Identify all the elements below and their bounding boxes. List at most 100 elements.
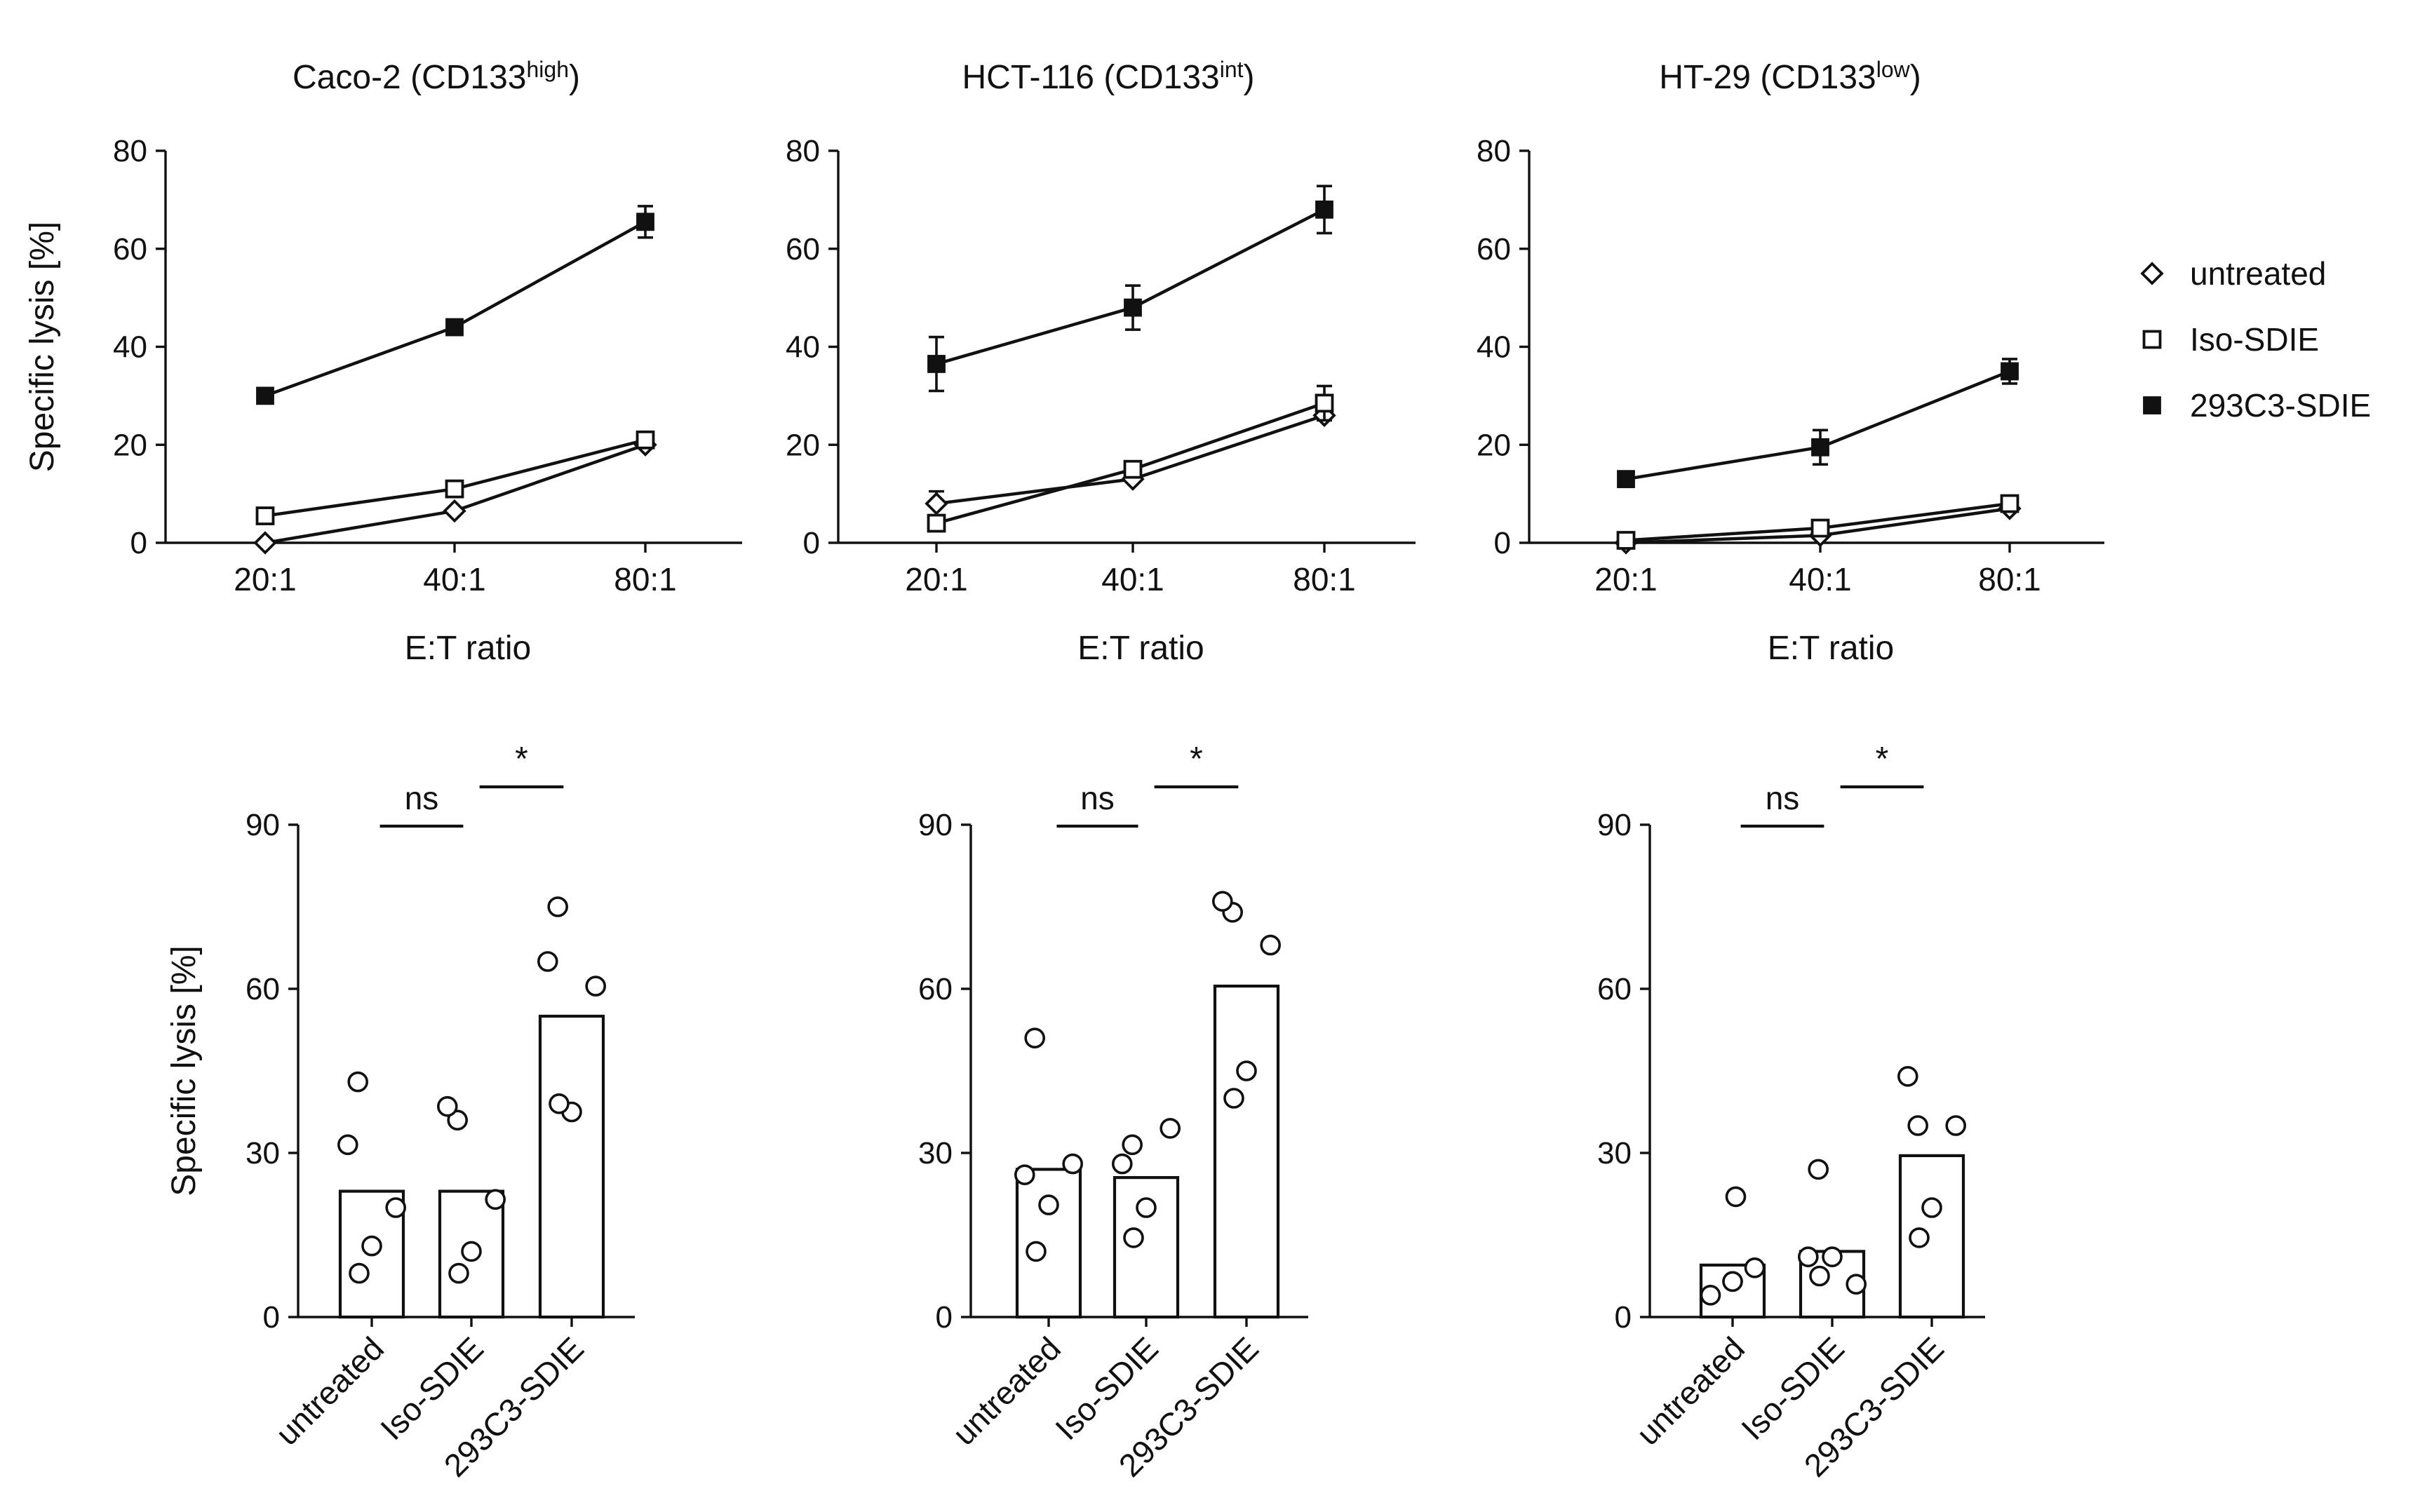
replicate-point <box>1725 1186 1747 1208</box>
replicate-point <box>585 976 607 997</box>
data-point-293c3-sdie <box>1811 438 1829 457</box>
x-axis-label: E:T ratio <box>405 630 532 667</box>
y-tick-label: 60 <box>918 972 953 1006</box>
x-tick-label: 20:1 <box>1594 561 1658 598</box>
legend-marker <box>2142 330 2162 349</box>
x-tick-label: untreated <box>946 1330 1068 1452</box>
replicate-point <box>1700 1285 1721 1306</box>
replicate-point <box>1112 1153 1133 1175</box>
significance-label: * <box>515 741 528 778</box>
y-tick-label: 30 <box>918 1136 953 1170</box>
y-tick-label: 0 <box>130 526 147 560</box>
x-tick-label: 20:1 <box>234 561 297 598</box>
data-point-iso-sdie <box>1123 459 1143 479</box>
chart-title: HT-29 (CD133low) <box>1659 57 1921 96</box>
x-tick-label: 40:1 <box>1101 561 1164 598</box>
bar-293c3-sdie <box>1213 984 1280 1319</box>
replicate-point <box>1822 1246 1843 1267</box>
y-tick-label: 80 <box>1477 134 1511 168</box>
significance-label: ns <box>1766 780 1800 816</box>
x-tick-label: 20:1 <box>905 561 968 598</box>
replicate-point <box>1921 1197 1942 1218</box>
y-tick-label: 40 <box>1477 330 1511 365</box>
data-point-untreated <box>925 492 948 515</box>
replicate-point <box>1744 1257 1766 1278</box>
replicate-point <box>1809 1265 1830 1287</box>
x-tick-label: 40:1 <box>423 561 486 598</box>
data-point-iso-sdie <box>255 506 275 525</box>
replicate-point <box>1160 1118 1181 1139</box>
bar-untreated <box>1015 1168 1082 1319</box>
data-point-untreated <box>443 499 466 523</box>
replicate-point <box>461 1241 482 1262</box>
data-point-293c3-sdie <box>445 318 464 337</box>
replicate-point <box>349 1262 370 1284</box>
significance-label: * <box>1190 741 1203 778</box>
y-tick-label: 0 <box>803 526 820 560</box>
x-tick-label: 80:1 <box>1978 561 2041 598</box>
replicate-point <box>1236 1060 1257 1081</box>
data-point-iso-sdie <box>445 479 464 499</box>
y-tick-label: 60 <box>1597 972 1632 1006</box>
replicate-point <box>1212 891 1233 912</box>
y-tick-label: 90 <box>1597 808 1632 842</box>
replicate-point <box>385 1197 407 1218</box>
replicate-point <box>1945 1115 1966 1136</box>
replicate-point <box>1122 1134 1143 1156</box>
legend-label: 293C3-SDIE <box>2190 387 2371 424</box>
legend-label: untreated <box>2190 255 2326 292</box>
data-point-iso-sdie <box>2000 494 2019 513</box>
data-point-293c3-sdie <box>927 355 946 373</box>
replicate-point <box>361 1235 382 1257</box>
data-point-293c3-sdie <box>1124 298 1142 317</box>
y-axis-label: Specific lysis [%] <box>24 222 61 472</box>
replicate-point <box>537 951 558 972</box>
y-tick-label: 90 <box>918 808 953 842</box>
significance-label: * <box>1876 741 1889 778</box>
replicate-point <box>1038 1194 1059 1215</box>
x-tick-label: 80:1 <box>614 561 677 598</box>
replicate-point <box>1897 1066 1918 1087</box>
y-tick-label: 40 <box>113 330 147 365</box>
data-point-293c3-sdie <box>256 386 274 405</box>
replicate-point <box>1798 1246 1819 1267</box>
data-point-iso-sdie <box>927 513 946 533</box>
data-point-iso-sdie <box>636 430 655 450</box>
replicate-point <box>337 1134 358 1156</box>
y-tick-label: 0 <box>1615 1300 1632 1335</box>
data-point-293c3-sdie <box>1617 470 1635 489</box>
y-tick-label: 30 <box>1597 1136 1632 1170</box>
chart-title-end: ) <box>1910 59 1921 96</box>
chart-title-end: ) <box>1244 59 1255 96</box>
chart-title-superscript: high <box>526 57 569 82</box>
series-line-293c3-sdie <box>264 220 647 398</box>
x-tick-label: 40:1 <box>1789 561 1852 598</box>
x-axis-label: E:T ratio <box>1768 630 1895 667</box>
replicate-point <box>1260 934 1281 956</box>
replicate-point <box>1223 1088 1244 1109</box>
replicate-point <box>1846 1274 1867 1295</box>
y-tick-label: 90 <box>246 808 280 842</box>
replicate-point <box>1136 1197 1157 1218</box>
data-point-293c3-sdie <box>1315 200 1333 219</box>
replicate-point <box>485 1189 506 1210</box>
y-tick-label: 0 <box>1494 526 1511 560</box>
significance-label: ns <box>1080 780 1115 816</box>
replicate-point <box>1808 1159 1829 1180</box>
replicate-point <box>1722 1271 1743 1292</box>
replicate-point <box>347 1071 369 1093</box>
chart-title-end: ) <box>569 59 580 96</box>
data-point-iso-sdie <box>1315 393 1334 413</box>
x-tick-label: untreated <box>1629 1330 1752 1452</box>
data-point-293c3-sdie <box>636 212 654 231</box>
series-line-293c3-sdie <box>1625 370 2010 481</box>
y-tick-label: 80 <box>113 134 147 168</box>
chart-title-main: HT-29 (CD133 <box>1659 59 1876 96</box>
replicate-point <box>447 1109 469 1130</box>
y-tick-label: 60 <box>1477 232 1511 266</box>
y-tick-label: 0 <box>936 1300 953 1335</box>
y-tick-label: 60 <box>786 232 820 266</box>
data-point-iso-sdie <box>1810 518 1830 538</box>
y-tick-label: 0 <box>263 1300 280 1335</box>
